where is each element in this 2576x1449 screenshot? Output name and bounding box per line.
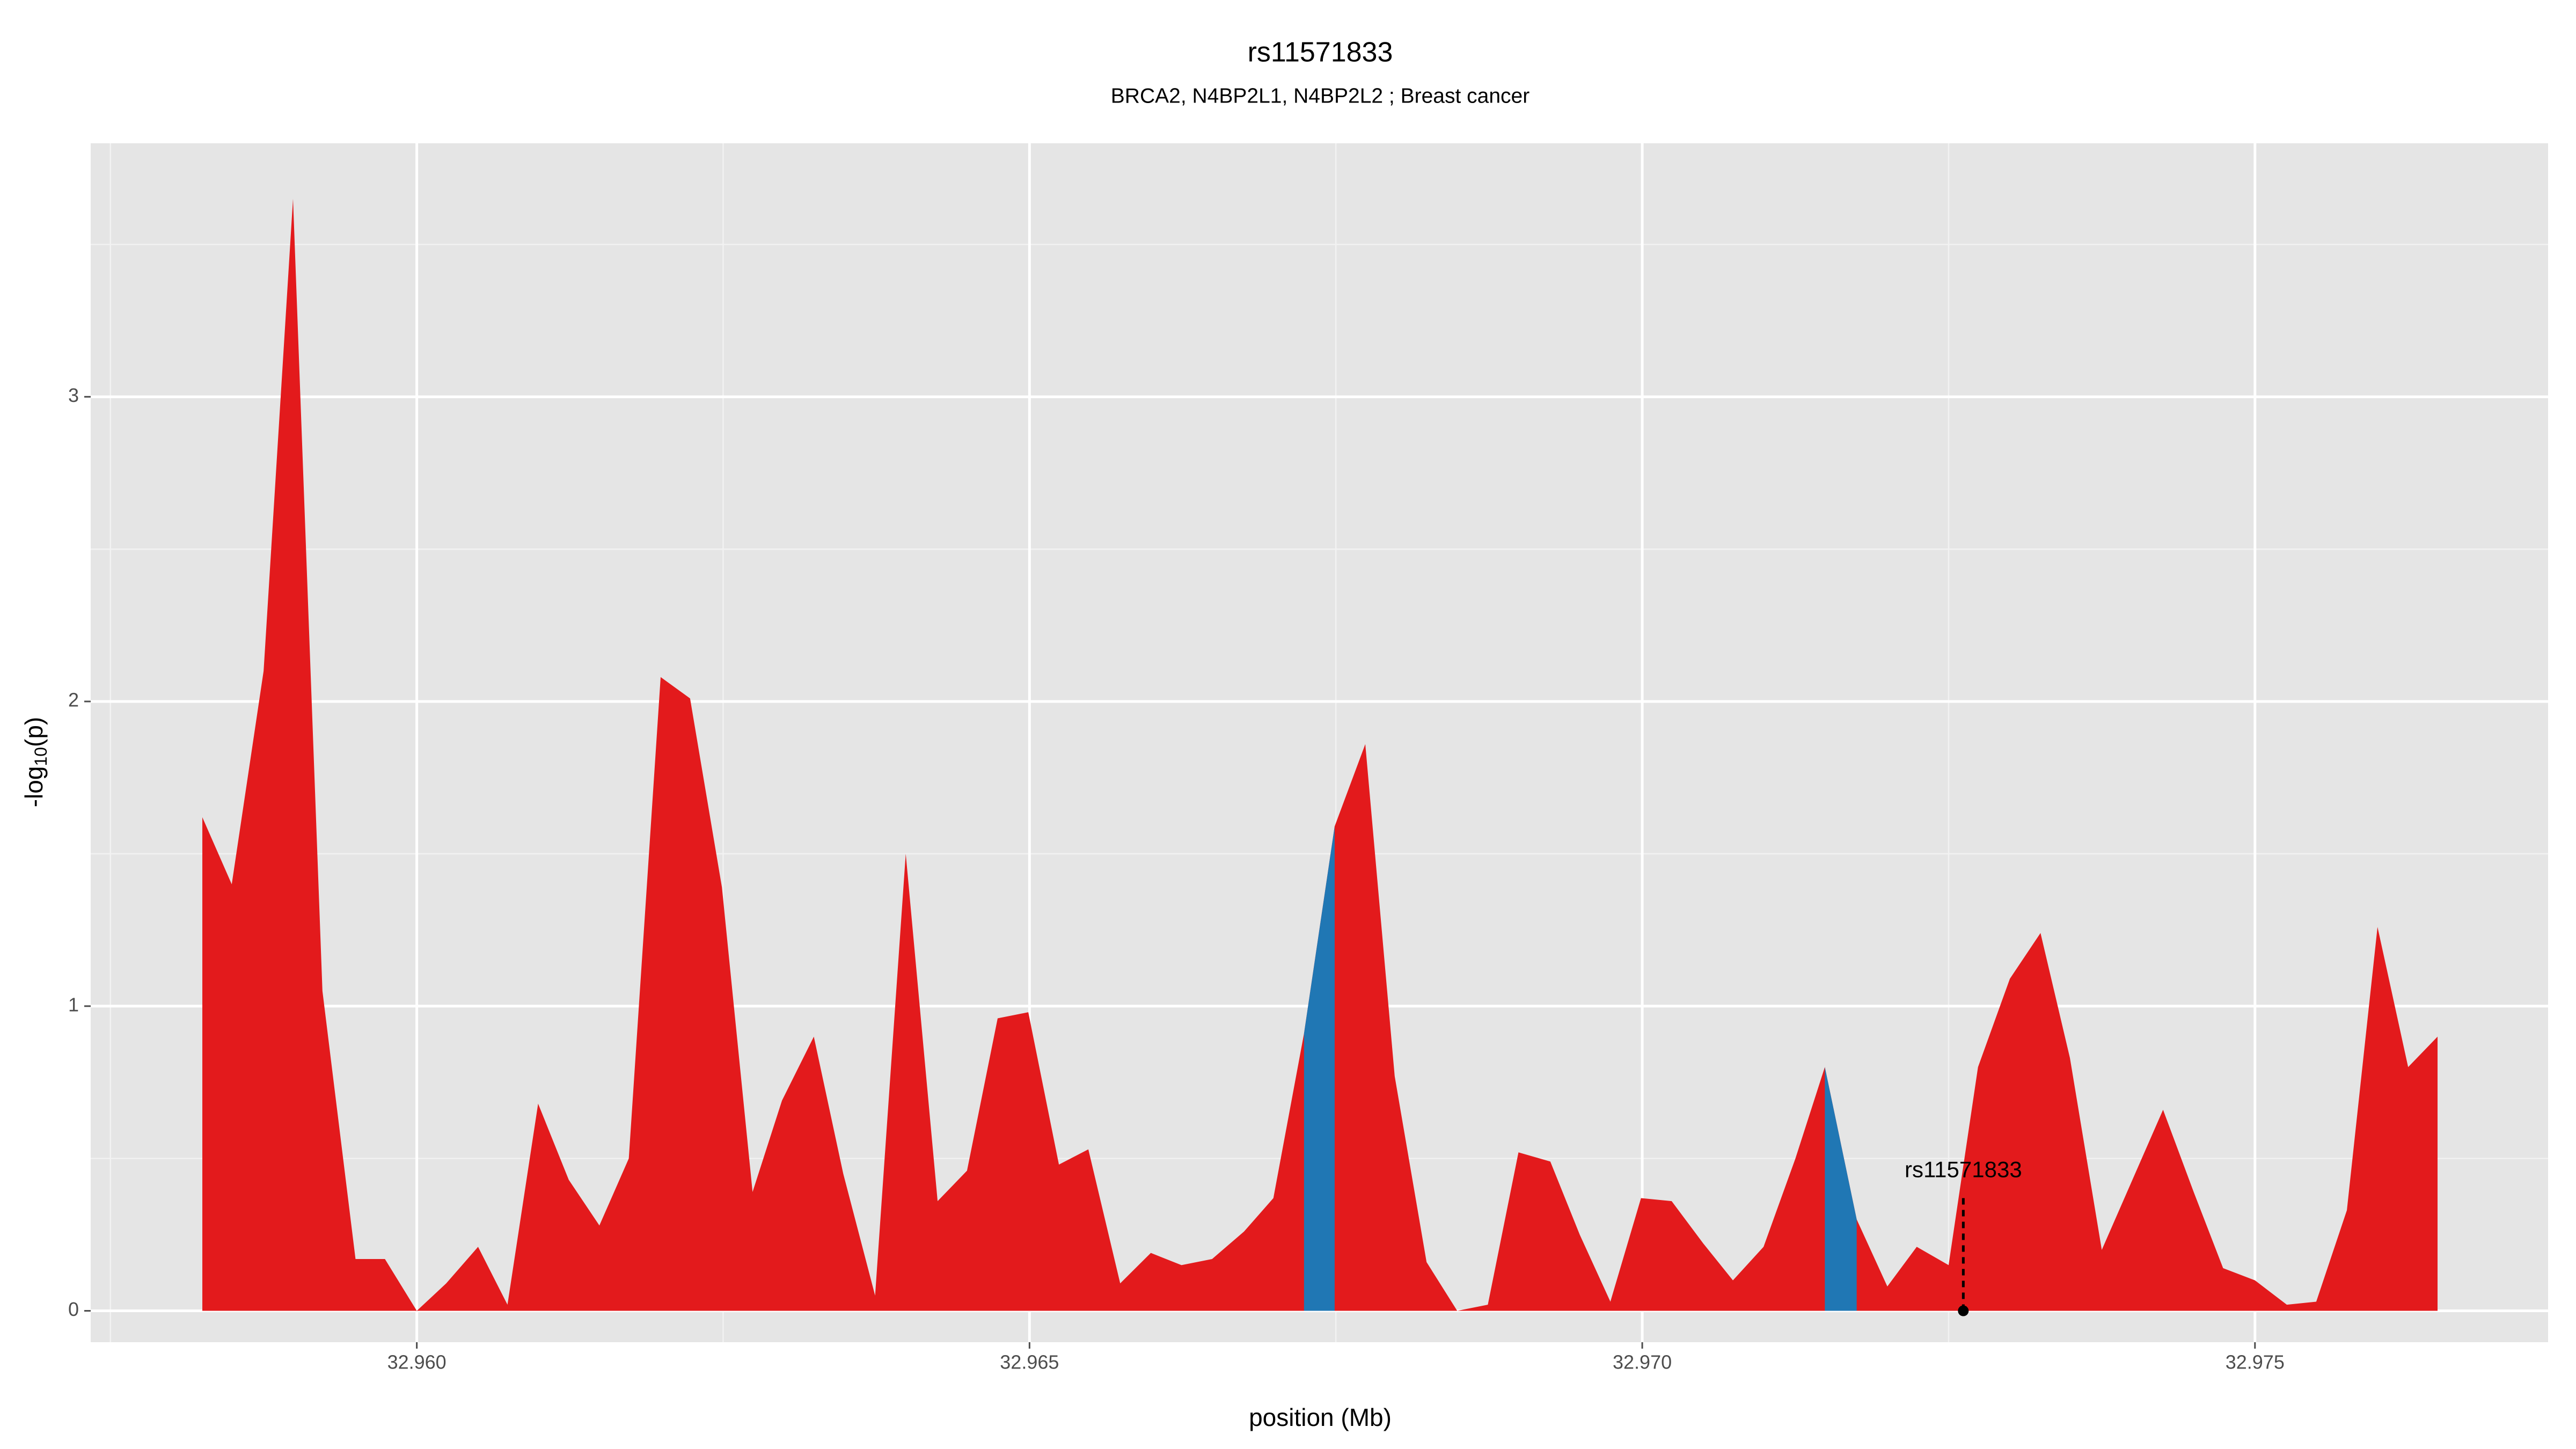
- y-axis-title-sub: 10: [31, 747, 50, 766]
- y-tick-label: 2: [68, 689, 79, 711]
- x-tick-label: 32.960: [387, 1351, 447, 1373]
- x-tick-label: 32.965: [1000, 1351, 1059, 1373]
- chart-subtitle: BRCA2, N4BP2L1, N4BP2L2 ; Breast cancer: [1111, 84, 1529, 107]
- y-axis-title-main: -log: [20, 766, 48, 808]
- highlight-area: [1825, 1067, 1857, 1311]
- x-tick-label: 32.975: [2226, 1351, 2285, 1373]
- y-axis-title: -log10(p): [20, 717, 50, 808]
- highlight-area: [1304, 826, 1335, 1311]
- y-tick-label: 3: [68, 384, 79, 406]
- x-axis-title: position (Mb): [1249, 1403, 1392, 1431]
- annotation-point: [1958, 1305, 1969, 1316]
- y-axis-title-tail: (p): [20, 717, 48, 747]
- chart-title: rs11571833: [1248, 37, 1393, 68]
- x-tick-label: 32.970: [1613, 1351, 1672, 1373]
- y-tick-label: 1: [68, 993, 79, 1015]
- y-tick-label: 0: [68, 1298, 79, 1320]
- annotation-label: rs11571833: [1905, 1157, 2022, 1182]
